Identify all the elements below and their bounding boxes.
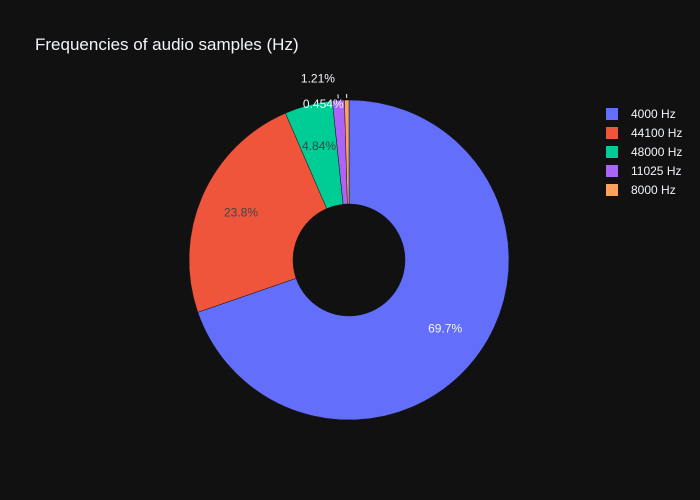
legend-swatch-4000-hz[interactable] — [606, 108, 618, 120]
legend-swatch-8000-hz[interactable] — [606, 184, 618, 196]
slice-label-8000-hz: 0.454% — [303, 97, 344, 111]
slice-label-44100-hz: 23.8% — [224, 205, 258, 219]
slice-label-48000-hz: 4.84% — [302, 139, 336, 153]
legend-label-11025-hz[interactable]: 11025 Hz — [631, 164, 681, 178]
chart-title: Frequencies of audio samples (Hz) — [35, 35, 299, 54]
legend-label-44100-hz[interactable]: 44100 Hz — [631, 126, 682, 140]
legend-swatch-11025-hz[interactable] — [606, 165, 618, 177]
slice-labels: 69.7% 23.8% 4.84% 1.21% 0.454% — [224, 71, 462, 335]
slice-label-11025-hz: 1.21% — [301, 71, 335, 85]
slice-44100-hz — [188, 112, 328, 313]
slice-label-4000-hz: 69.7% — [428, 321, 462, 335]
legend-label-4000-hz[interactable]: 4000 Hz — [631, 107, 676, 121]
legend-swatch-48000-hz[interactable] — [606, 146, 618, 158]
pie-slices — [188, 99, 510, 421]
slice-8000-hz — [344, 99, 350, 205]
legend: 4000 Hz 44100 Hz 48000 Hz 11025 Hz 8000 Hz — [606, 107, 682, 197]
slice-4000-hz — [197, 99, 510, 421]
legend-swatch-44100-hz[interactable] — [606, 127, 618, 139]
legend-label-48000-hz[interactable]: 48000 Hz — [631, 145, 682, 159]
legend-label-8000-hz[interactable]: 8000 Hz — [631, 183, 676, 197]
